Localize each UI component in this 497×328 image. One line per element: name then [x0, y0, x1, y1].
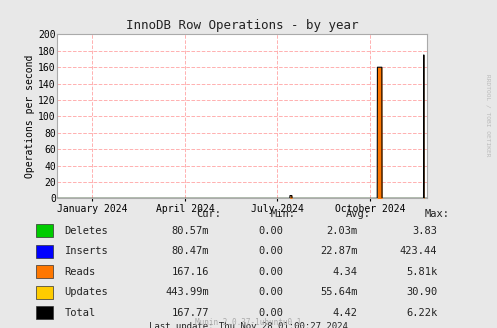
Text: 167.77: 167.77 [171, 308, 209, 318]
Text: Reads: Reads [65, 267, 96, 277]
Bar [36, 265, 54, 278]
Text: 5.81k: 5.81k [406, 267, 437, 277]
Text: 0.00: 0.00 [258, 246, 283, 256]
Bar [36, 286, 54, 298]
Y-axis label: Operations per second: Operations per second [25, 55, 35, 178]
Text: Cur:: Cur: [196, 209, 221, 219]
Text: 4.34: 4.34 [333, 267, 358, 277]
Text: 0.00: 0.00 [258, 287, 283, 297]
Text: Deletes: Deletes [65, 226, 108, 236]
Text: Avg:: Avg: [345, 209, 370, 219]
Text: Min:: Min: [271, 209, 296, 219]
Text: 80.47m: 80.47m [171, 246, 209, 256]
Bar [36, 306, 54, 319]
Text: 30.90: 30.90 [406, 287, 437, 297]
Text: 80.57m: 80.57m [171, 226, 209, 236]
Text: 22.87m: 22.87m [321, 246, 358, 256]
Text: 55.64m: 55.64m [321, 287, 358, 297]
Text: 3.83: 3.83 [413, 226, 437, 236]
Bar [36, 245, 54, 258]
Text: 0.00: 0.00 [258, 308, 283, 318]
Text: 2.03m: 2.03m [327, 226, 358, 236]
Text: Inserts: Inserts [65, 246, 108, 256]
Title: InnoDB Row Operations - by year: InnoDB Row Operations - by year [126, 19, 358, 32]
Bar [36, 224, 54, 237]
Text: Updates: Updates [65, 287, 108, 297]
Text: 0.00: 0.00 [258, 267, 283, 277]
Text: 443.99m: 443.99m [165, 287, 209, 297]
Text: Total: Total [65, 308, 96, 318]
Text: RRDTOOL / TOBI OETIKER: RRDTOOL / TOBI OETIKER [486, 73, 491, 156]
Text: Max:: Max: [425, 209, 450, 219]
Text: 167.16: 167.16 [171, 267, 209, 277]
Text: 0.00: 0.00 [258, 226, 283, 236]
Text: 423.44: 423.44 [400, 246, 437, 256]
Text: Last update: Thu Nov 28 01:00:27 2024: Last update: Thu Nov 28 01:00:27 2024 [149, 321, 348, 328]
Text: 6.22k: 6.22k [406, 308, 437, 318]
Text: 4.42: 4.42 [333, 308, 358, 318]
Text: Munin 2.0.37-1ubuntu0.1: Munin 2.0.37-1ubuntu0.1 [195, 318, 302, 327]
